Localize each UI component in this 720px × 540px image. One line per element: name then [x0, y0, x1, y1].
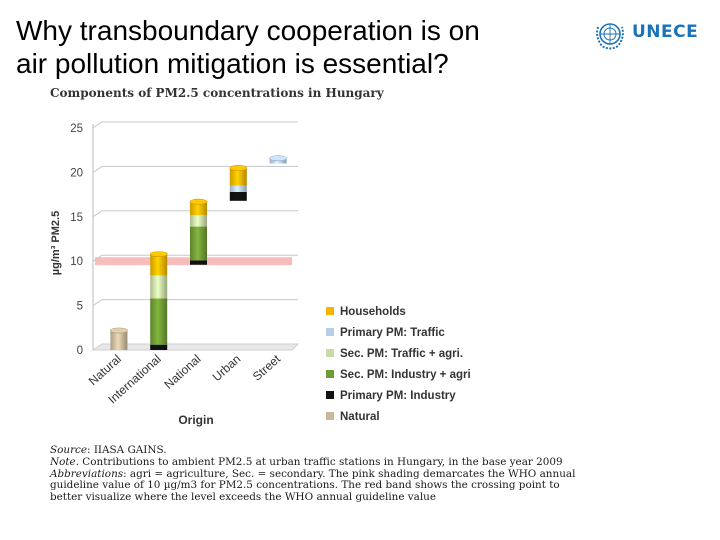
legend-swatch — [326, 328, 334, 336]
y-tick-label: 20 — [70, 167, 83, 179]
legend-swatch — [326, 370, 334, 378]
abbreviations-line: Abbreviations: agri = agriculture, Sec. … — [50, 467, 610, 481]
unece-logo: UNECE — [590, 15, 714, 55]
bar-cap — [229, 165, 248, 171]
x-tick-label: Natural — [86, 352, 124, 388]
legend-label: Natural — [340, 411, 380, 423]
gridline — [92, 254, 298, 262]
x-tick-label: Urban — [210, 352, 244, 384]
bar-segment — [229, 191, 247, 201]
bar-segment — [190, 260, 207, 265]
bar-cap — [149, 251, 168, 257]
bar-segment — [150, 254, 168, 276]
legend-label: Primary PM: Traffic — [340, 327, 445, 339]
bar-segment — [110, 330, 128, 350]
legend-swatch — [326, 307, 334, 315]
x-tick-label: National — [161, 352, 203, 392]
legend-swatch — [326, 349, 334, 357]
legend-label: Sec. PM: Traffic + agri. — [340, 348, 463, 360]
legend-label: Households — [340, 306, 406, 318]
bar-cap — [189, 198, 208, 205]
bar-segment — [150, 275, 168, 299]
y-tick-label: 15 — [70, 212, 83, 224]
bar-segment — [150, 344, 168, 350]
legend-swatch — [326, 391, 334, 399]
legend-swatch — [326, 412, 334, 420]
bar-segment — [190, 226, 207, 261]
x-axis-label: Origin — [178, 413, 213, 427]
source-line: Source: IIASA GAINS. — [50, 444, 610, 457]
y-tick-label: 0 — [77, 345, 83, 357]
note-line: Note. Contributions to ambient PM2.5 at … — [50, 455, 610, 469]
legend-label: Primary PM: Industry — [340, 390, 456, 402]
gridline — [92, 210, 298, 218]
gridline — [92, 299, 298, 307]
legend-label: Sec. PM: Industry + agri — [340, 369, 471, 381]
y-tick-label: 10 — [70, 256, 83, 268]
bar-segment — [229, 167, 247, 186]
source-text: : IIASA GAINS. — [87, 444, 167, 456]
note-line-5: better visualize where the level exceeds… — [50, 491, 437, 504]
y-tick-label: 5 — [77, 301, 83, 313]
y-tick-label: 25 — [70, 123, 83, 135]
bar-segment — [190, 215, 207, 227]
chart-notes: Source: IIASA GAINS. Note. Contributions… — [50, 444, 610, 504]
abbreviations-label: Abbreviations — [50, 467, 124, 480]
bar-segment — [190, 201, 207, 216]
chart-floor — [91, 343, 300, 351]
chart-title: Components of PM2.5 concentrations in Hu… — [50, 86, 384, 100]
logo-text: UNECE — [632, 22, 699, 42]
bar-cap — [269, 155, 287, 162]
source-label: Source — [50, 444, 88, 456]
note-label: Note — [50, 455, 76, 468]
gridline — [92, 165, 298, 173]
note-line-4: guideline value of 10 µg/m3 for PM2.5 co… — [50, 479, 560, 492]
abbreviations-text: : agri = agriculture, Sec. = secondary. … — [123, 467, 576, 480]
bar-cap — [110, 327, 128, 334]
un-emblem-icon — [596, 23, 624, 50]
slide-title-line-2: air pollution mitigation is essential? — [16, 48, 449, 79]
bar-segment — [150, 298, 168, 345]
note-text: . Contributions to ambient PM2.5 at urba… — [75, 455, 563, 468]
gridline — [92, 121, 298, 129]
slide-title: Why transboundary cooperation is on air … — [16, 14, 576, 80]
slide-title-line-1: Why transboundary cooperation is on — [16, 15, 480, 46]
x-tick-label: Street — [250, 351, 284, 383]
y-axis-label: µg/m³ PM2.5 — [50, 211, 62, 275]
bar-segment — [229, 185, 247, 192]
